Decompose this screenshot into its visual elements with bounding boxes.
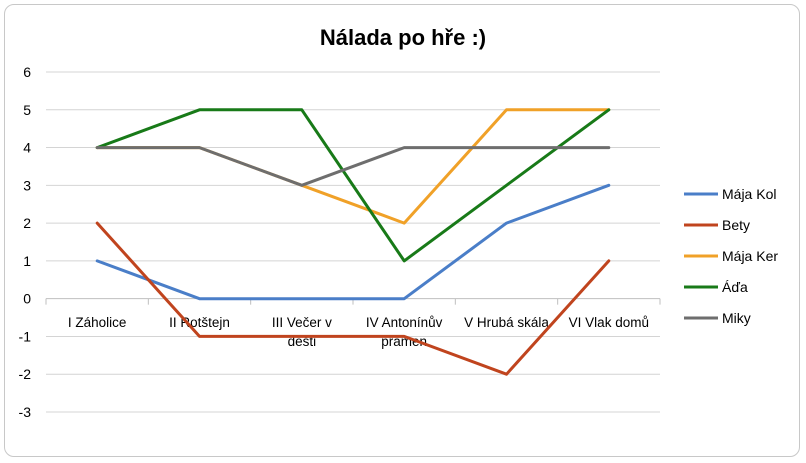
y-tick-label: -1 xyxy=(19,328,32,344)
y-tick-label: 2 xyxy=(23,215,31,231)
y-tick-label: 3 xyxy=(23,177,31,193)
legend-label: Áďa xyxy=(722,279,748,295)
legend-label: Bety xyxy=(722,217,750,233)
legend-label: Miky xyxy=(722,310,751,326)
y-tick-label: 5 xyxy=(23,102,31,118)
chart-title: Nálada po hře :) xyxy=(320,25,486,50)
x-category-label: I Záholice xyxy=(68,315,127,330)
series-line xyxy=(95,183,611,301)
series-line xyxy=(95,108,611,263)
y-axis-labels: -3 -2 -1 0 1 2 3 4 5 6 xyxy=(19,64,32,420)
x-category-label: III Večer v dešti xyxy=(272,315,332,349)
legend-item: Áďa xyxy=(684,279,748,295)
chart-frame xyxy=(4,4,800,457)
series-line xyxy=(95,221,611,376)
legend-item: Mája Kol xyxy=(684,186,776,202)
legend-label: Mája Ker xyxy=(722,248,778,264)
gridlines xyxy=(46,71,660,413)
legend-item: Bety xyxy=(684,217,750,233)
y-tick-label: -2 xyxy=(19,366,32,382)
series-lines xyxy=(95,108,611,376)
legend-label: Mája Kol xyxy=(722,186,776,202)
x-category-label: IV Antonínův pramen xyxy=(366,315,443,349)
x-axis-labels: I Záholice II Rotštejn III Večer v dešti IV … xyxy=(68,315,649,349)
y-tick-label: 6 xyxy=(23,64,31,80)
legend: Mája Kol Bety Mája Ker Áďa Miky xyxy=(684,186,778,326)
legend-item: Miky xyxy=(684,310,751,326)
y-tick-label: 0 xyxy=(23,291,31,307)
x-category-label: VI Vlak domů xyxy=(569,315,649,330)
x-category-label: II Rotštejn xyxy=(169,315,230,330)
y-tick-label: -3 xyxy=(19,404,32,420)
x-category-label: V Hrubá skála xyxy=(464,315,549,330)
y-tick-label: 1 xyxy=(23,253,31,269)
y-tick-label: 4 xyxy=(23,140,31,156)
series-line xyxy=(95,146,611,187)
legend-item: Mája Ker xyxy=(684,248,778,264)
